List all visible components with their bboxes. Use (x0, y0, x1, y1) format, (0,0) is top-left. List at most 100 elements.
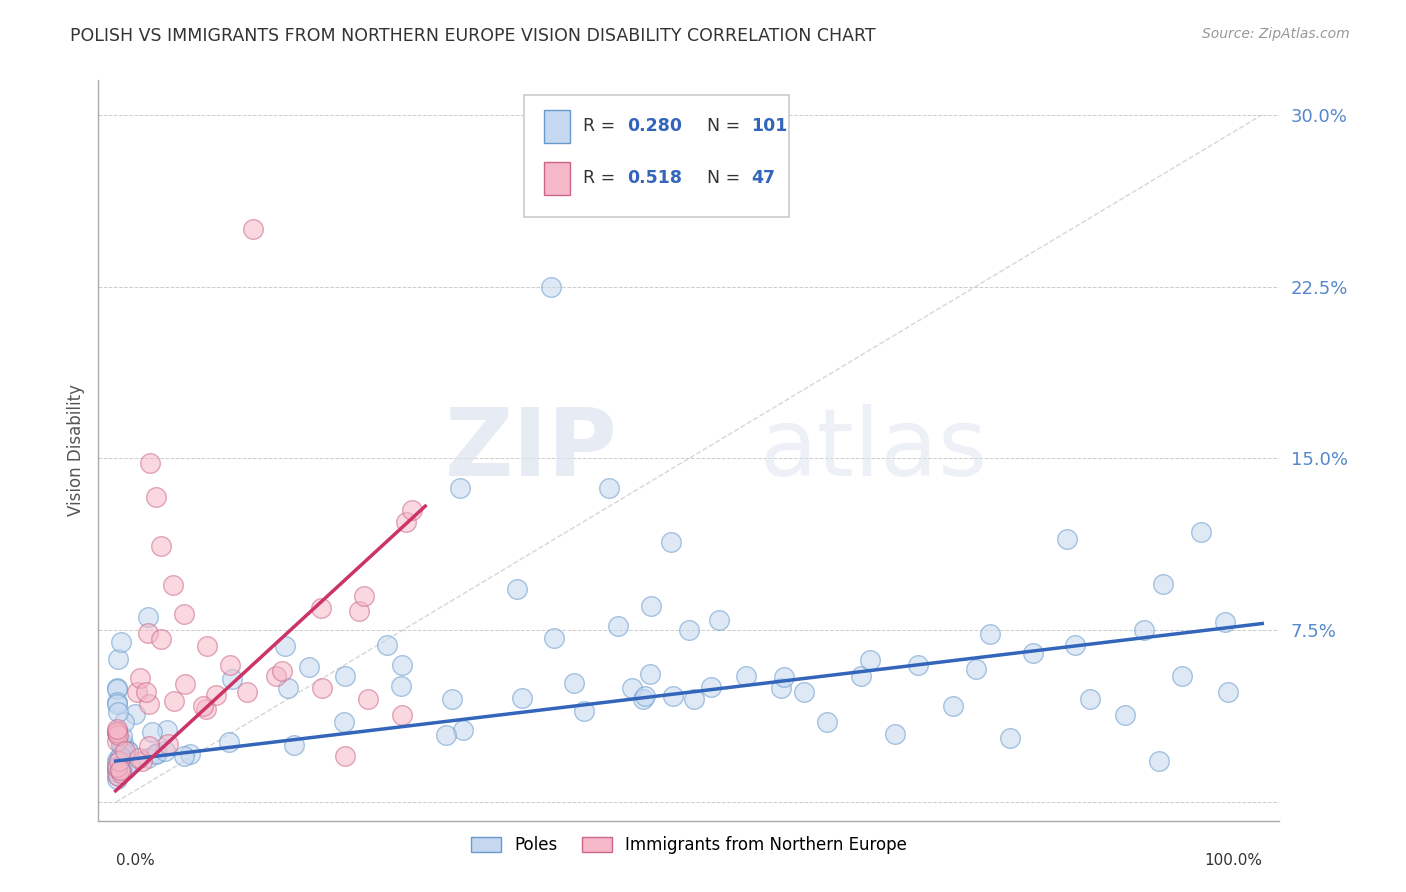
Poles (543, 631, 565, 645)
Immigrants from Northern Europe (219, 657, 242, 672)
Poles (118, 756, 141, 771)
Immigrants from Northern Europe (270, 664, 292, 678)
Poles (678, 624, 700, 638)
Poles (333, 714, 356, 729)
Poles (510, 690, 533, 705)
Immigrants from Northern Europe (108, 763, 131, 777)
Poles (107, 652, 129, 666)
Poles (506, 582, 529, 596)
Poles (1213, 615, 1236, 629)
Poles (859, 653, 882, 667)
Poles (1022, 646, 1045, 660)
Poles (707, 613, 730, 627)
Poles (683, 692, 706, 706)
Immigrants from Northern Europe (242, 222, 264, 236)
Poles (112, 736, 135, 750)
Immigrants from Northern Europe (162, 577, 184, 591)
Poles (598, 481, 620, 495)
Immigrants from Northern Europe (174, 677, 197, 691)
Text: 0.280: 0.280 (627, 117, 682, 136)
Y-axis label: Vision Disability: Vision Disability (66, 384, 84, 516)
Poles (659, 535, 682, 549)
Poles (112, 747, 135, 762)
Poles (277, 681, 299, 695)
Poles (156, 723, 179, 737)
FancyBboxPatch shape (544, 110, 569, 144)
Poles (440, 692, 463, 706)
Immigrants from Northern Europe (108, 754, 131, 768)
Immigrants from Northern Europe (156, 737, 179, 751)
Immigrants from Northern Europe (105, 724, 128, 739)
Poles (136, 750, 159, 764)
Immigrants from Northern Europe (129, 671, 152, 685)
Poles (107, 761, 129, 775)
Text: POLISH VS IMMIGRANTS FROM NORTHERN EUROPE VISION DISABILITY CORRELATION CHART: POLISH VS IMMIGRANTS FROM NORTHERN EUROP… (70, 27, 876, 45)
Poles (965, 662, 987, 676)
Poles (105, 761, 128, 775)
Poles (640, 599, 662, 614)
Poles (105, 697, 128, 711)
Poles (298, 660, 321, 674)
Immigrants from Northern Europe (195, 640, 218, 654)
Poles (815, 715, 838, 730)
Poles (114, 762, 136, 776)
Poles (107, 705, 129, 719)
Poles (377, 638, 399, 652)
Poles (179, 747, 201, 762)
Poles (112, 714, 135, 729)
Immigrants from Northern Europe (105, 723, 128, 737)
Poles (1114, 708, 1136, 723)
Text: 0.518: 0.518 (627, 169, 682, 187)
Poles (105, 681, 128, 696)
Poles (136, 610, 159, 624)
Poles (1056, 532, 1078, 546)
Poles (124, 706, 146, 721)
Immigrants from Northern Europe (395, 515, 418, 529)
Immigrants from Northern Europe (194, 702, 217, 716)
Text: 100.0%: 100.0% (1205, 853, 1263, 868)
Immigrants from Northern Europe (347, 604, 370, 618)
Immigrants from Northern Europe (236, 685, 259, 699)
Poles (574, 704, 596, 718)
Poles (105, 768, 128, 782)
Immigrants from Northern Europe (401, 502, 423, 516)
Immigrants from Northern Europe (357, 692, 380, 706)
Poles (634, 689, 657, 703)
Legend: Poles, Immigrants from Northern Europe: Poles, Immigrants from Northern Europe (464, 829, 914, 861)
Poles (1152, 577, 1174, 591)
Text: 101: 101 (752, 117, 787, 136)
Immigrants from Northern Europe (135, 685, 157, 699)
FancyBboxPatch shape (523, 95, 789, 218)
Text: 47: 47 (752, 169, 776, 187)
Poles (662, 689, 685, 703)
Poles (274, 639, 297, 653)
Immigrants from Northern Europe (150, 632, 173, 646)
Poles (145, 747, 167, 761)
Poles (108, 749, 131, 764)
Immigrants from Northern Europe (105, 734, 128, 748)
Immigrants from Northern Europe (131, 754, 153, 768)
Poles (631, 692, 654, 706)
FancyBboxPatch shape (544, 161, 569, 195)
Poles (1064, 638, 1087, 652)
Poles (1147, 754, 1170, 768)
Immigrants from Northern Europe (107, 769, 129, 783)
Poles (117, 744, 139, 758)
Poles (1189, 524, 1212, 539)
Immigrants from Northern Europe (309, 601, 332, 615)
Poles (700, 680, 723, 694)
Poles (735, 669, 758, 683)
Immigrants from Northern Europe (193, 698, 215, 713)
Immigrants from Northern Europe (139, 456, 162, 470)
Text: ZIP: ZIP (446, 404, 619, 497)
Poles (111, 760, 134, 774)
Poles (979, 627, 1001, 641)
Poles (849, 669, 872, 683)
Poles (145, 746, 167, 760)
Poles (562, 676, 585, 690)
Poles (110, 737, 132, 751)
Text: 0.0%: 0.0% (115, 853, 155, 868)
Immigrants from Northern Europe (128, 751, 150, 765)
Poles (942, 699, 965, 714)
Poles (391, 657, 413, 672)
